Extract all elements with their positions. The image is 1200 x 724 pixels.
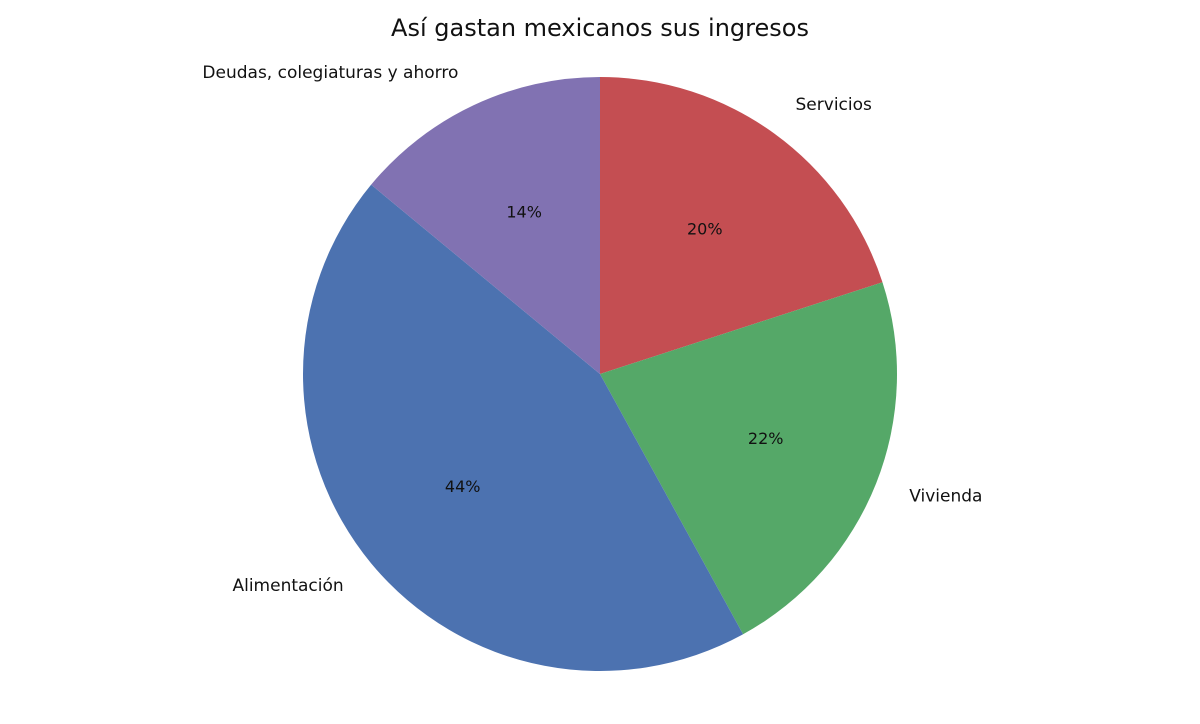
chart-title: Así gastan mexicanos sus ingresos bbox=[391, 14, 809, 42]
category-label: Vivienda bbox=[909, 486, 982, 506]
data-label: 14% bbox=[506, 202, 542, 221]
pie-slice bbox=[303, 184, 744, 671]
pie-slice bbox=[371, 77, 600, 374]
category-label: Alimentación bbox=[232, 576, 343, 596]
data-label: 44% bbox=[445, 477, 481, 496]
pie-slice bbox=[600, 282, 897, 635]
category-label: Servicios bbox=[796, 95, 872, 115]
pie-slice bbox=[600, 77, 883, 374]
data-label: 20% bbox=[687, 219, 723, 238]
data-label: 22% bbox=[748, 429, 784, 448]
category-label: Deudas, colegiaturas y ahorro bbox=[202, 63, 458, 83]
